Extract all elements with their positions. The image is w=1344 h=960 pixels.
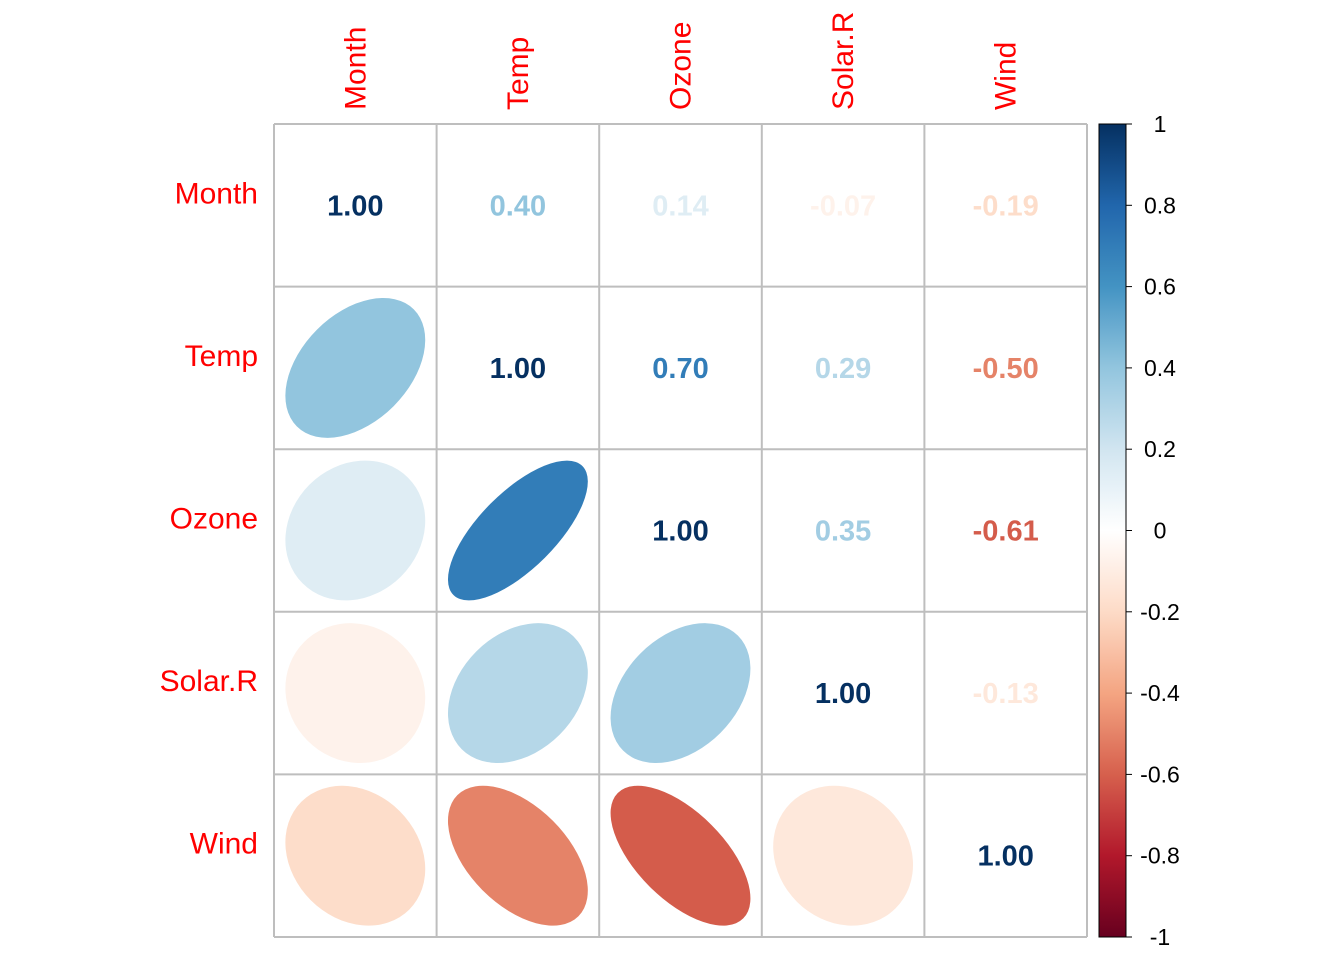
column-label-Ozone: Ozone [665,22,698,110]
colorbar-tick-label: -0.8 [1140,843,1180,869]
colorbar-tick-label: 0 [1154,518,1167,544]
corr-ellipse-Solar.R-Month [285,623,426,764]
corr-ellipse-Ozone-Month [285,460,426,601]
corr-ellipse-Wind-Solar.R [773,785,914,926]
row-label-Month: Month [175,177,258,210]
column-label-Solar.R: Solar.R [827,12,860,110]
colorbar-tick-label: -0.4 [1140,680,1180,706]
row-label-Wind: Wind [190,828,258,861]
row-label-Solar.R: Solar.R [160,665,258,698]
colorbar-tick-label: 0.8 [1144,192,1176,218]
corr-ellipse-Solar.R-Temp [447,623,588,764]
colorbar-tick-label: 0.4 [1144,355,1176,381]
colorbar-tick-label: 1 [1154,111,1167,137]
colorbar-tick-label: -0.6 [1140,761,1180,787]
colorbar: 1 0.8 0.6 0.4 0.2 0 -0.2 -0.4 -0.6 -0.8 -1 [1098,111,1180,950]
corr-ellipse-Solar.R-Ozone [610,623,751,764]
row-label-Temp: Temp [185,340,258,373]
corr-ellipse-Wind-Month [285,785,426,926]
correlation-cells: 1.00 0.40 0.14 -0.07 -0.19 1.00 0.70 0.29 -0.50 1… [285,190,1039,926]
corr-value-Month-Solar.R: -0.07 [810,190,876,222]
corr-value-Ozone-Wind: -0.61 [973,516,1039,548]
corr-value-Temp-Ozone: 0.70 [652,353,708,385]
corr-ellipse-Ozone-Temp [447,460,588,601]
corr-value-Temp-Solar.R: 0.29 [815,353,871,385]
corr-value-Ozone-Ozone: 1.00 [652,516,708,548]
corr-value-Solar.R-Solar.R: 1.00 [815,678,871,710]
colorbar-tick-label: 0.2 [1144,436,1176,462]
corr-ellipse-Wind-Temp [447,785,588,926]
correlation-grid [273,123,1088,938]
corr-value-Month-Ozone: 0.14 [652,190,708,222]
column-labels: Month Temp Ozone Solar.R Wind [339,12,1022,110]
row-labels: Month Temp Ozone Solar.R Wind [160,177,258,860]
column-label-Wind: Wind [990,42,1023,110]
column-label-Month: Month [339,27,372,110]
corr-value-Month-Wind: -0.19 [973,190,1039,222]
corr-value-Solar.R-Wind: -0.13 [973,678,1039,710]
corr-value-Month-Temp: 0.40 [490,190,546,222]
corr-value-Temp-Temp: 1.00 [490,353,546,385]
corr-ellipse-Temp-Month [285,297,426,438]
colorbar-gradient [1099,124,1126,937]
row-label-Ozone: Ozone [170,503,258,536]
corr-value-Temp-Wind: -0.50 [973,353,1039,385]
colorbar-tick-label: -0.2 [1140,599,1180,625]
column-label-Temp: Temp [502,37,535,110]
corr-value-Ozone-Solar.R: 0.35 [815,516,871,548]
corr-value-Wind-Wind: 1.00 [977,841,1033,873]
colorbar-tick-label: 0.6 [1144,274,1176,300]
corr-ellipse-Wind-Ozone [610,785,751,926]
colorbar-tick-label: -1 [1150,924,1170,950]
corr-value-Month-Month: 1.00 [327,190,383,222]
